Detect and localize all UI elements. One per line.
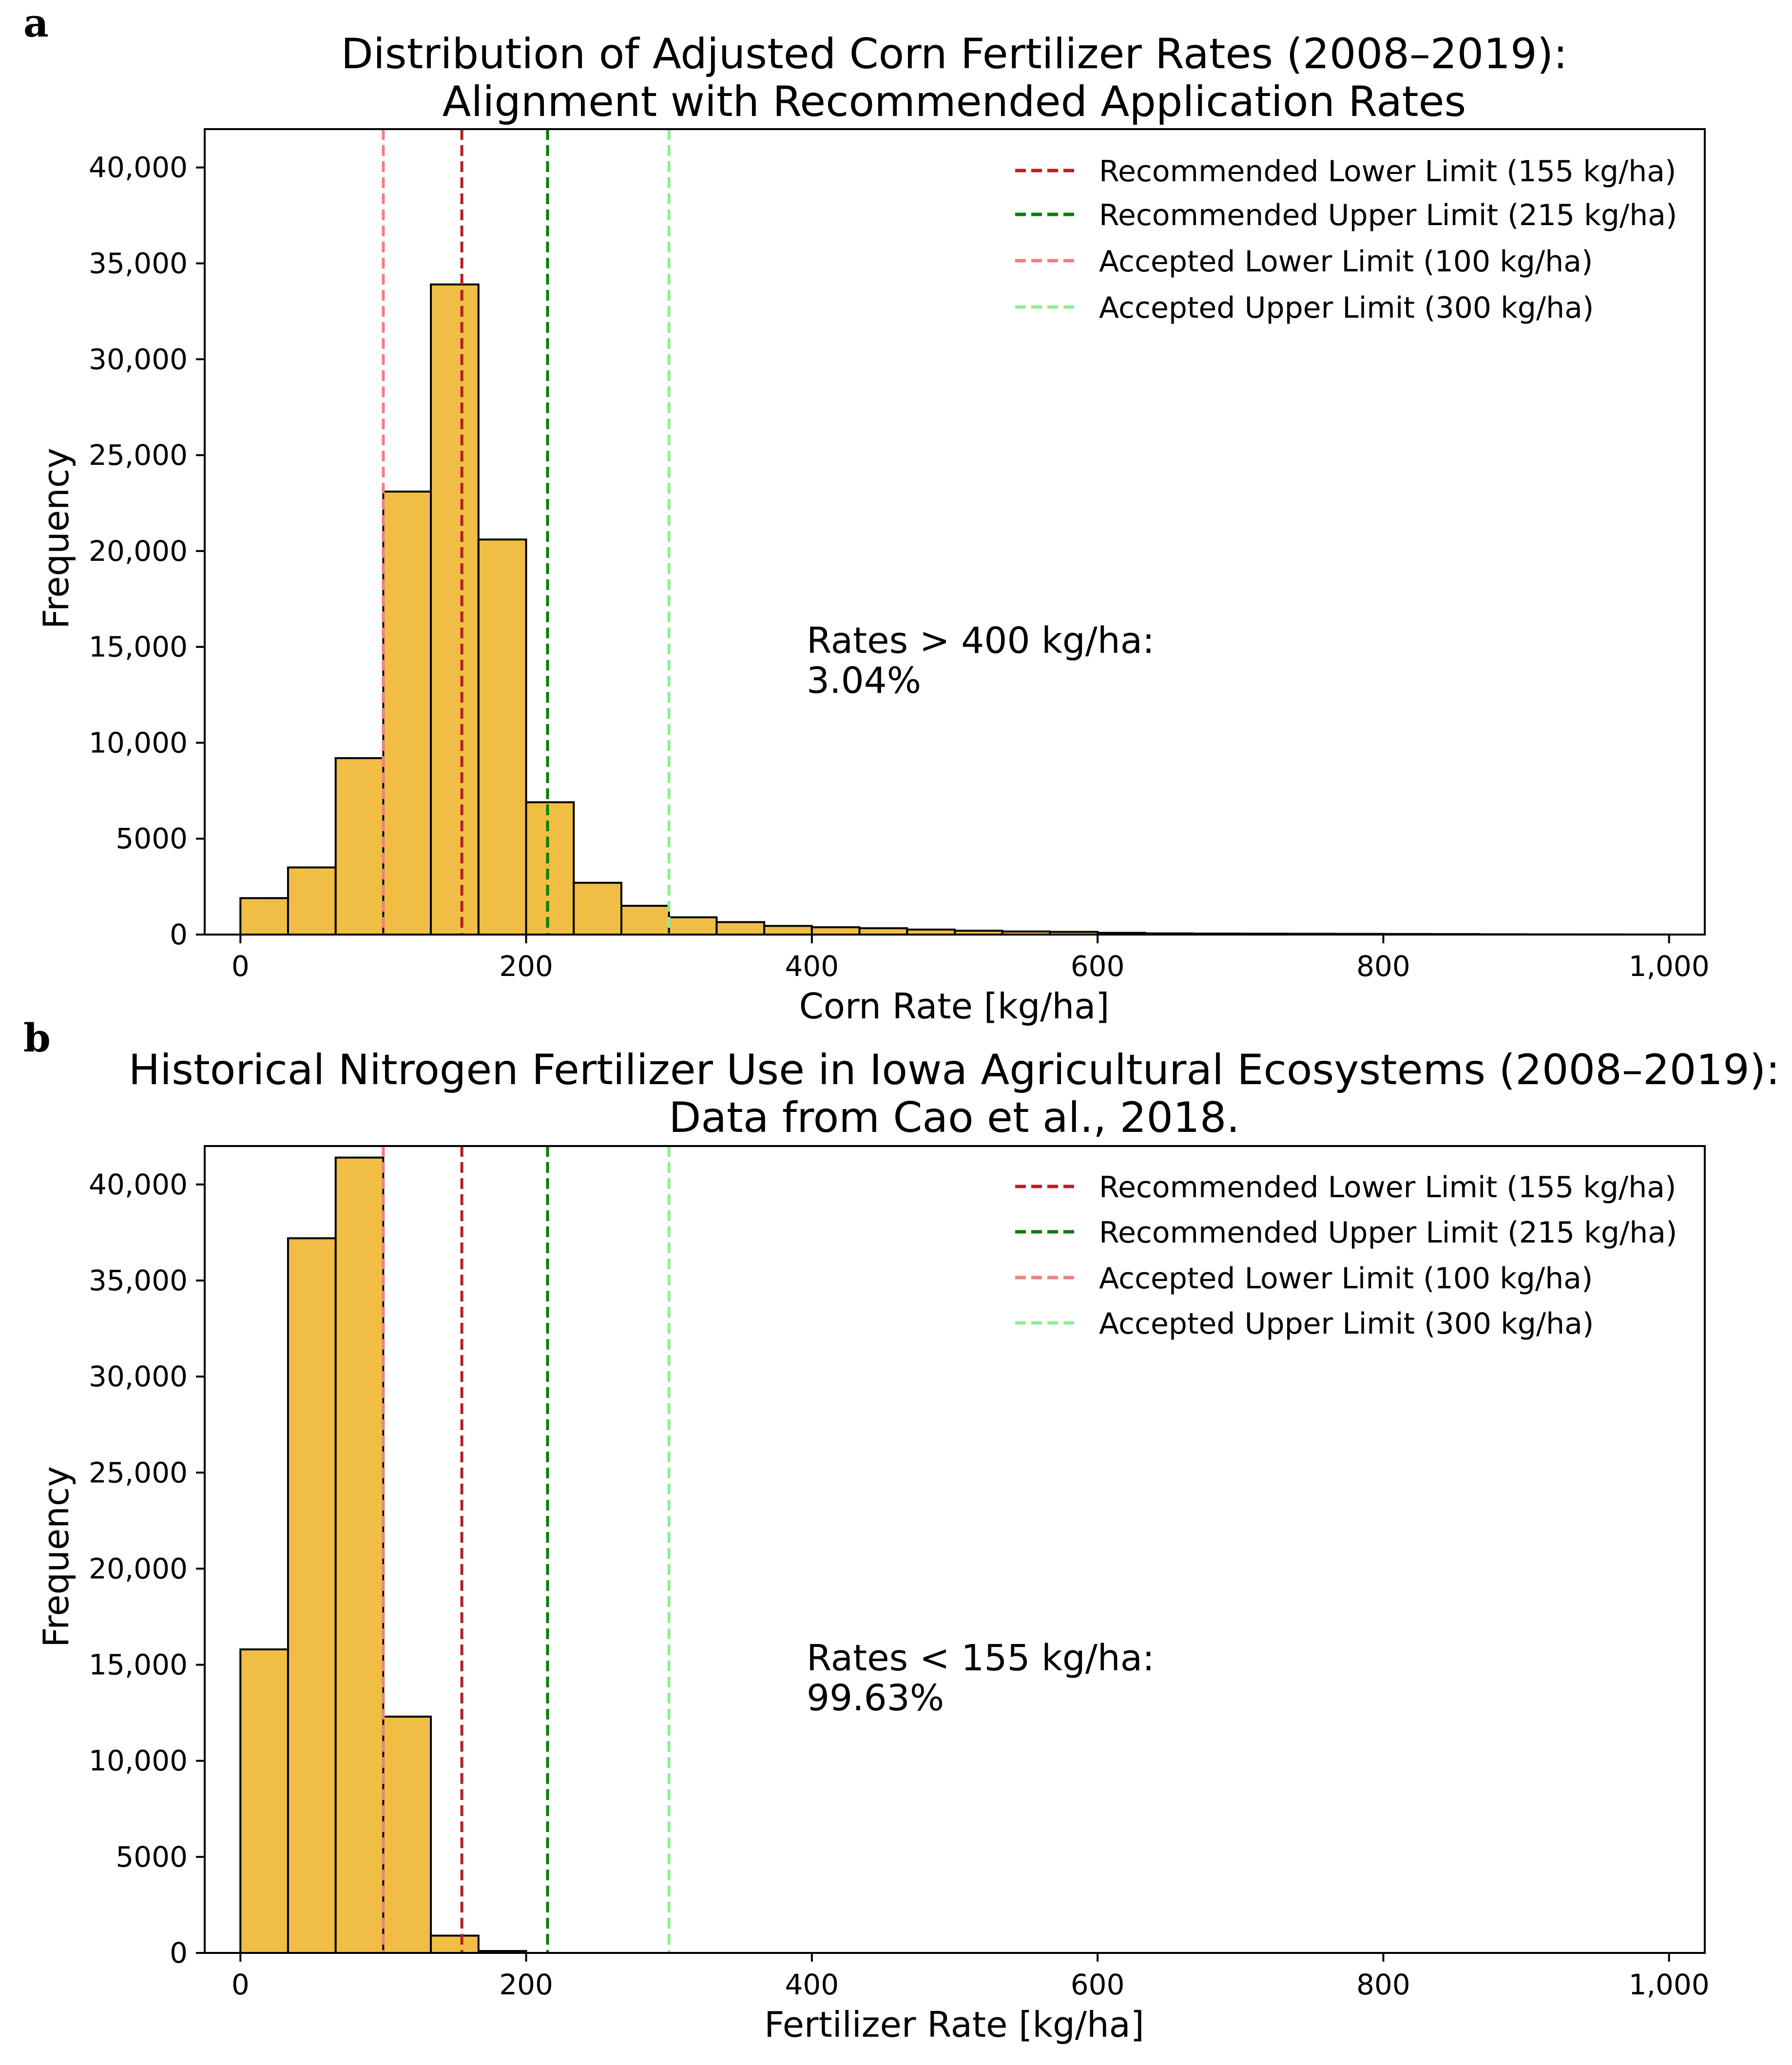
- histogram-bar: [383, 492, 431, 935]
- legend-label-recommended-lower: Recommended Lower Limit (155 kg/ha): [1099, 1170, 1676, 1205]
- legend-label-recommended-upper: Recommended Upper Limit (215 kg/ha): [1099, 198, 1677, 232]
- histogram-bar: [431, 1936, 479, 1953]
- x-axis-label: Fertilizer Rate [kg/ha]: [764, 2004, 1144, 2045]
- legend: Recommended Lower Limit (155 kg/ha) Reco…: [1015, 154, 1677, 325]
- y-tick-label: 25,000: [89, 1456, 188, 1489]
- annotation-line-1: Rates < 155 kg/ha:: [807, 1637, 1155, 1679]
- panel-letter-b: b: [23, 1015, 51, 1061]
- y-tick-label: 40,000: [89, 1168, 188, 1201]
- panel-b: b Historical Nitrogen Fertilizer Use in …: [23, 1015, 1780, 2045]
- annotation-line-2: 99.63%: [807, 1677, 944, 1719]
- annotation-line-2: 3.04%: [807, 660, 921, 702]
- chart-title-line-2: Data from Cao et al., 2018.: [669, 1093, 1240, 1142]
- x-tick-label: 0: [231, 950, 250, 983]
- y-tick-label: 35,000: [89, 1264, 188, 1297]
- y-tick-label: 20,000: [89, 1552, 188, 1585]
- legend-label-accepted-upper: Accepted Upper Limit (300 kg/ha): [1099, 291, 1594, 325]
- histogram-bar: [812, 927, 860, 935]
- histogram-bar: [621, 906, 669, 935]
- histogram-bar: [574, 883, 621, 935]
- panel-a: a Distribution of Adjusted Corn Fertiliz…: [23, 0, 1710, 1027]
- chart-title-line-1: Historical Nitrogen Fertilizer Use in Io…: [129, 1046, 1780, 1094]
- y-tick-label: 35,000: [89, 247, 188, 280]
- y-tick-label: 20,000: [89, 535, 188, 568]
- x-tick-label: 1,000: [1629, 1968, 1710, 2001]
- chart-title-line-2: Alignment with Recommended Application R…: [443, 77, 1466, 126]
- histogram-bar: [336, 1158, 384, 1953]
- chart-title-line-1: Distribution of Adjusted Corn Fertilizer…: [341, 30, 1568, 78]
- x-tick-label: 1,000: [1629, 950, 1710, 983]
- x-tick-label: 800: [1356, 1968, 1410, 2001]
- legend: Recommended Lower Limit (155 kg/ha) Reco…: [1015, 1170, 1677, 1341]
- histogram-bar: [240, 898, 288, 935]
- legend-label-accepted-lower: Accepted Lower Limit (100 kg/ha): [1099, 1262, 1593, 1296]
- histogram-bar: [383, 1717, 431, 1953]
- histogram-bar: [479, 539, 526, 935]
- y-tick-label: 0: [170, 918, 188, 951]
- histogram-bar: [288, 1238, 336, 1953]
- histogram-bar: [431, 285, 479, 935]
- x-tick-label: 800: [1356, 950, 1410, 983]
- y-tick-label: 10,000: [89, 1744, 188, 1778]
- x-tick-label: 400: [785, 1968, 839, 2001]
- legend-label-accepted-upper: Accepted Upper Limit (300 kg/ha): [1099, 1307, 1594, 1341]
- annotation-line-1: Rates > 400 kg/ha:: [807, 620, 1155, 662]
- histogram-bar: [240, 1649, 288, 1953]
- histogram-bar: [336, 758, 384, 935]
- histogram-bar: [288, 867, 336, 935]
- x-tick-label: 0: [231, 1968, 250, 2001]
- y-tick-label: 5000: [116, 822, 188, 855]
- x-tick-label: 400: [785, 950, 839, 983]
- y-tick-label: 15,000: [89, 631, 188, 664]
- histogram-bar: [764, 926, 812, 935]
- y-tick-label: 30,000: [89, 1360, 188, 1393]
- legend-label-recommended-lower: Recommended Lower Limit (155 kg/ha): [1099, 154, 1676, 189]
- y-axis-label: Frequency: [36, 1466, 77, 1647]
- legend-label-accepted-lower: Accepted Lower Limit (100 kg/ha): [1099, 245, 1593, 279]
- x-axis-label: Corn Rate [kg/ha]: [799, 986, 1110, 1027]
- y-tick-label: 10,000: [89, 726, 188, 759]
- y-tick-label: 5000: [116, 1840, 188, 1874]
- y-tick-label: 0: [170, 1936, 188, 1969]
- y-tick-label: 15,000: [89, 1648, 188, 1682]
- histogram-bar: [716, 922, 764, 935]
- histogram-bar: [669, 918, 717, 935]
- x-tick-label: 600: [1071, 1968, 1125, 2001]
- x-tick-label: 600: [1071, 950, 1125, 983]
- histogram-bar: [526, 802, 574, 935]
- x-tick-label: 200: [499, 950, 553, 983]
- y-axis-label: Frequency: [36, 448, 77, 629]
- panel-letter-a: a: [23, 0, 49, 46]
- x-tick-label: 200: [499, 1968, 553, 2001]
- y-tick-label: 40,000: [89, 151, 188, 184]
- legend-label-recommended-upper: Recommended Upper Limit (215 kg/ha): [1099, 1216, 1677, 1250]
- y-tick-label: 30,000: [89, 343, 188, 376]
- y-tick-label: 25,000: [89, 439, 188, 472]
